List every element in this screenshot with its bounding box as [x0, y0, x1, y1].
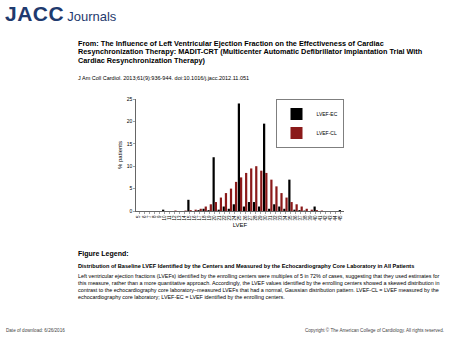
- svg-text:34: 34: [283, 215, 288, 221]
- svg-text:42: 42: [323, 215, 328, 221]
- html-text:Left ventricular ejection frac: Left ventricular ejection fractions (LVE…: [78, 273, 440, 300]
- svg-text:24: 24: [232, 215, 237, 221]
- svg-text:19: 19: [207, 215, 212, 221]
- svg-text:27: 27: [248, 215, 253, 221]
- html-text:JACCJournals: JACCJournals: [5, 2, 117, 25]
- svg-text:43: 43: [328, 215, 333, 221]
- svg-text:15: 15: [127, 141, 133, 147]
- svg-text:11: 11: [167, 215, 172, 220]
- svg-text:45: 45: [338, 215, 343, 221]
- svg-text:36: 36: [293, 215, 298, 221]
- svg-text:20: 20: [127, 118, 133, 124]
- html-text:Distribution of Baseline LVEF: Distribution of Baseline LVEF Identified…: [78, 263, 415, 269]
- svg-text:5: 5: [136, 215, 141, 218]
- svg-text:39: 39: [308, 215, 313, 221]
- svg-text:0: 0: [130, 208, 133, 214]
- svg-text:21: 21: [217, 215, 222, 221]
- svg-text:25: 25: [127, 96, 133, 102]
- svg-text:44: 44: [333, 215, 338, 221]
- html-text:Copyright © The American Colle: Copyright © The American College of Card…: [304, 328, 444, 333]
- svg-text:37: 37: [298, 215, 303, 221]
- svg-text:15: 15: [187, 215, 192, 221]
- svg-text:10: 10: [127, 163, 133, 169]
- svg-text:10: 10: [162, 215, 167, 221]
- svg-text:40: 40: [313, 215, 318, 221]
- svg-text:14: 14: [182, 215, 187, 221]
- svg-text:LVEF-EC: LVEF-EC: [317, 111, 338, 117]
- svg-text:35: 35: [288, 215, 293, 221]
- html-text:Date of download: 6/26/2016: Date of download: 6/26/2016: [6, 328, 65, 333]
- html-text:J Am Coll Cardiol. 2013;61(9):: J Am Coll Cardiol. 2013;61(9):936-944. d…: [78, 75, 250, 81]
- svg-text:% patients: % patients: [117, 141, 123, 169]
- svg-text:31: 31: [268, 215, 273, 221]
- svg-text:22: 22: [222, 215, 227, 221]
- svg-text:38: 38: [303, 215, 308, 221]
- svg-text:17: 17: [197, 215, 202, 221]
- svg-text:18: 18: [202, 215, 207, 221]
- svg-text:16: 16: [192, 215, 197, 221]
- svg-text:23: 23: [227, 215, 232, 221]
- svg-text:12: 12: [172, 215, 177, 221]
- svg-text:7: 7: [147, 215, 152, 218]
- svg-text:20: 20: [212, 215, 217, 221]
- html-text:Figure Legend:: Figure Legend:: [78, 250, 129, 257]
- html-text:From: The Influence of Left Ve: From: The Influence of Left Ventricular …: [78, 39, 423, 65]
- svg-text:33: 33: [278, 215, 283, 221]
- svg-text:30: 30: [263, 215, 268, 221]
- svg-text:9: 9: [157, 215, 162, 218]
- svg-text:13: 13: [177, 215, 182, 221]
- svg-text:25: 25: [237, 215, 242, 221]
- svg-text:8: 8: [152, 215, 157, 218]
- svg-text:41: 41: [318, 215, 323, 221]
- svg-text:32: 32: [273, 215, 278, 221]
- svg-text:6: 6: [142, 215, 147, 218]
- svg-text:LVEF-CL: LVEF-CL: [317, 130, 337, 136]
- svg-text:28: 28: [253, 215, 258, 221]
- svg-text:LVEF: LVEF: [233, 222, 248, 228]
- svg-text:29: 29: [258, 215, 263, 221]
- svg-text:26: 26: [243, 215, 248, 221]
- svg-text:5: 5: [130, 185, 133, 191]
